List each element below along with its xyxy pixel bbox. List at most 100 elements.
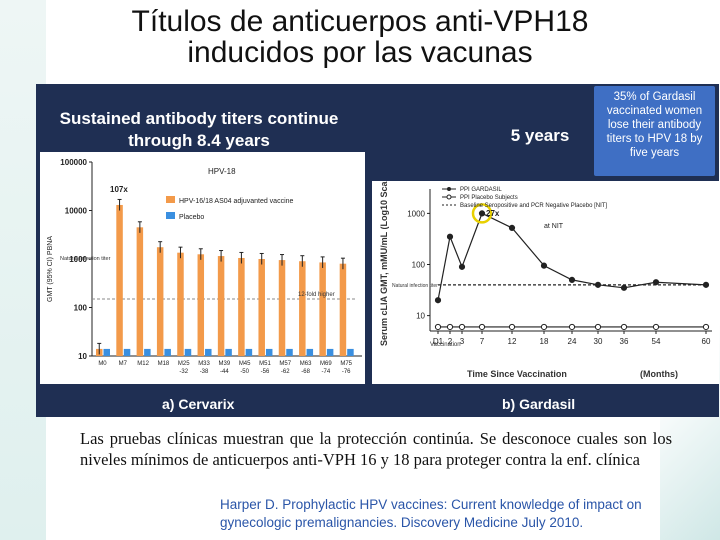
subcaption-cervarix: a) Cervarix xyxy=(162,396,235,412)
annotation-natural-infection: Natural infection titer xyxy=(60,256,111,262)
y-tick-label: 100000 xyxy=(60,158,87,167)
data-point xyxy=(620,284,628,291)
data-point xyxy=(540,262,548,269)
x-tick-label: 54 xyxy=(652,337,661,346)
vaccine-bar xyxy=(278,260,286,356)
x-tick-label: -38 xyxy=(200,369,209,375)
y-tick-label: 1000 xyxy=(407,209,425,218)
x-tick-label: 7 xyxy=(480,337,485,346)
placebo-bar xyxy=(326,348,334,356)
x-tick-label: 12 xyxy=(508,337,517,346)
gardasil-callout: 35% of Gardasil vaccinated women lose th… xyxy=(594,86,715,176)
annotation-vaccination: Vaccination xyxy=(430,342,461,348)
placebo-bar xyxy=(225,348,232,356)
citation: Harper D. Prophylactic HPV vaccines: Cur… xyxy=(220,497,642,530)
y-tick-label: 10000 xyxy=(65,207,88,216)
callout-line: 35% of Gardasil xyxy=(613,91,696,103)
x-tick-label: 3 xyxy=(460,337,465,346)
vaccine-bar xyxy=(156,247,164,356)
x-tick-label: 18 xyxy=(540,337,549,346)
placebo-bar xyxy=(184,348,192,356)
data-point xyxy=(594,323,602,331)
highlight-circle xyxy=(471,203,493,224)
x-tick-label: 60 xyxy=(702,337,711,346)
panel-heading: Sustained antibody titers continue throu… xyxy=(54,108,344,152)
x-tick-label: -68 xyxy=(301,369,310,375)
legend-label-vaccine: HPV-16/18 AS04 adjuvanted vaccine xyxy=(179,198,294,205)
legend-label-ppi-gardasil: PPI GARDASIL xyxy=(460,187,502,193)
placebo-bar xyxy=(286,348,293,356)
placebo-bar xyxy=(205,348,212,356)
data-point xyxy=(652,279,660,286)
vaccine-bar xyxy=(177,252,184,356)
panel-heading-line-1: Sustained antibody titers continue xyxy=(59,109,339,128)
legend-swatch-vaccine xyxy=(166,196,175,203)
vaccine-bar xyxy=(319,262,326,356)
data-point xyxy=(540,323,548,331)
x-tick-label: M75 xyxy=(340,361,352,367)
placebo-bar xyxy=(103,348,110,356)
data-point xyxy=(478,323,486,331)
annotation-107x: 107x xyxy=(110,185,128,194)
data-point xyxy=(446,323,454,331)
x-tick-label: -76 xyxy=(342,369,351,375)
vaccine-bar xyxy=(339,263,347,356)
x-tick-label: M7 xyxy=(119,361,128,367)
five-years-label: 5 years xyxy=(510,126,570,145)
x-tick-label: 30 xyxy=(594,337,603,346)
x-tick-label: M69 xyxy=(320,361,332,367)
chart-a-legend: HPV-16/18 AS04 adjuvanted vaccine Placeb… xyxy=(166,196,294,221)
x-tick-label: -62 xyxy=(281,369,290,375)
vaccine-bar xyxy=(299,261,306,356)
x-tick-label: 24 xyxy=(568,337,577,346)
x-tick-label: 36 xyxy=(620,337,629,346)
y-tick-label: 100 xyxy=(412,261,426,270)
placebo-bar xyxy=(245,348,253,356)
chart-b-xunit: (Months) xyxy=(640,369,678,379)
x-tick-label: -56 xyxy=(261,369,270,375)
cervarix-bar-chart: 100000 10000 1000 100 10 M0 M7 M12 M18 M25 -32 M33… xyxy=(40,152,365,384)
x-tick-label: -74 xyxy=(322,369,331,375)
x-tick-label: -44 xyxy=(220,369,229,375)
data-point xyxy=(458,263,466,270)
title-line-2: inducidos por las vacunas xyxy=(187,36,533,69)
x-tick-label: D1 xyxy=(433,337,444,346)
data-point xyxy=(652,323,660,331)
callout-line: titers to HPV 18 by xyxy=(606,133,703,145)
chart-a-ylabel: GMT (95% CI) PBNA xyxy=(47,236,54,302)
y-tick-label: 100 xyxy=(74,304,88,313)
placebo-bar xyxy=(123,348,131,356)
legend-label-placebo: Placebo xyxy=(179,214,204,221)
data-point xyxy=(508,323,516,331)
x-tick-label: -32 xyxy=(179,369,188,375)
x-tick-label: M57 xyxy=(279,361,291,367)
data-point xyxy=(568,276,576,283)
callout-line: lose their antibody xyxy=(607,119,702,131)
annotation-12-fold: 12-fold higher xyxy=(298,292,335,298)
y-tick-label: 10 xyxy=(416,312,425,321)
annotation-natural-infection-b: Natural infection titer xyxy=(392,283,438,289)
x-tick-label: M12 xyxy=(137,361,149,367)
data-point xyxy=(446,233,454,240)
subcaption-gardasil: b) Gardasil xyxy=(502,396,576,412)
annotation-27x: 27x xyxy=(486,209,500,218)
placebo-bar xyxy=(306,348,314,356)
y-tick-label: 10 xyxy=(78,352,87,361)
chart-b-xlabel: Time Since Vaccination xyxy=(467,369,567,379)
x-tick-label: M39 xyxy=(219,361,231,367)
chart-b-ylabel: Serum cLIA GMT, mMU/mL (Log10 Scale) xyxy=(379,181,389,346)
x-tick-label: 2 xyxy=(448,337,453,346)
slide-title: Títulos de anticuerpos anti-VPH18 induci… xyxy=(40,6,680,68)
chart-a-title: HPV-18 xyxy=(208,167,236,176)
legend-label-ppi-placebo: PPI Placebo Subjects xyxy=(460,195,518,201)
vaccine-bar xyxy=(238,257,245,356)
data-point xyxy=(478,210,486,217)
placebo-bar xyxy=(164,348,171,356)
x-tick-label: -50 xyxy=(240,369,249,375)
x-tick-label: M0 xyxy=(98,361,107,367)
panel-heading-line-2: through 8.4 years xyxy=(128,131,270,150)
data-point xyxy=(508,224,516,232)
data-point xyxy=(434,297,442,304)
vaccine-bar xyxy=(258,259,265,356)
gardasil-line-chart: 1000 100 10 D1 2 3 7 12 18 24 30 36 54 60 Serum cLIA… xyxy=(372,181,719,384)
